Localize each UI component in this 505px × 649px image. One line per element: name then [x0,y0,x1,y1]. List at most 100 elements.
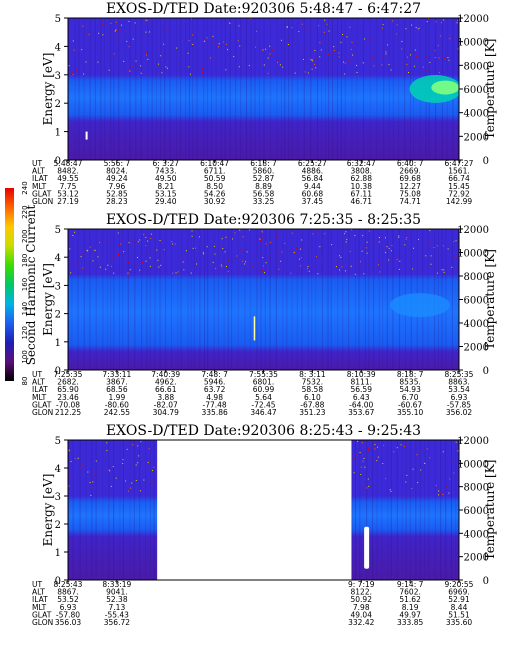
noise-speck [412,247,414,249]
noise-speck [344,73,346,75]
noise-speck [405,481,407,483]
noise-speck [202,252,204,254]
noise-speck [239,45,241,47]
noise-speck [120,24,122,26]
noise-speck [182,261,184,263]
orbit-cell: 335.86 [202,408,228,417]
noise-speck [93,473,95,475]
noise-speck [449,38,451,40]
noise-speck [390,490,392,492]
spectral-streak [113,440,115,580]
noise-speck [302,50,304,52]
noise-speck [442,19,444,21]
noise-speck [220,264,222,266]
noise-speck [360,261,362,263]
noise-speck [406,474,408,476]
spectral-streak [192,18,194,160]
noise-speck [82,463,84,465]
noise-speck [362,483,364,485]
noise-speck [128,20,130,22]
spectral-streak [133,440,135,580]
orbit-cell: 5860. [253,167,274,176]
noise-speck [381,55,383,57]
noise-speck [112,256,114,258]
noise-speck [167,253,169,255]
y-right-tick-label: 10000 [457,249,489,260]
noise-speck [159,240,161,242]
noise-speck [412,468,414,470]
noise-speck [89,246,91,248]
noise-speck [398,236,400,238]
orbit-cell: 8482. [57,167,78,176]
noise-speck [415,27,417,29]
spectral-streak [250,18,252,160]
orbit-cell: 5:48:47 [54,159,83,168]
spectral-streak [351,18,353,160]
noise-speck [127,273,129,275]
spectral-streak [321,18,323,160]
orbit-cell: 6969. [448,588,469,597]
noise-speck [339,269,341,271]
orbit-row-label: ILAT [32,385,48,394]
orbit-cell: 56.84 [302,174,324,183]
noise-speck [448,492,450,494]
noise-speck [72,235,74,237]
noise-speck [146,52,148,54]
noise-speck [128,46,130,48]
noise-speck [190,272,192,274]
noise-speck [426,21,428,23]
noise-speck [389,489,391,491]
noise-speck [422,66,424,68]
noise-speck [441,269,443,271]
y-right-tick-label: 8000 [464,483,489,494]
noise-speck [405,28,407,30]
y-right-tick-label: 0 [483,156,489,167]
noise-speck [260,240,262,242]
y-right-tick-label: 6000 [464,296,489,307]
noise-speck [117,244,119,246]
spectral-streak [154,229,156,370]
noise-speck [419,27,421,29]
y-right-tick-label: 6000 [464,85,489,96]
orbit-cell: 142.99 [446,197,472,206]
noise-speck [72,265,74,267]
noise-speck [150,238,152,240]
orbit-cell: 8.50 [206,182,223,191]
noise-speck [290,272,292,274]
y-tick-label: 0 [55,156,61,167]
noise-speck [150,21,152,23]
orbit-cell: 6:32:47 [347,159,376,168]
spectral-streak [291,18,293,160]
spectral-streak [149,229,151,370]
noise-speck [69,248,71,250]
noise-speck [451,266,453,268]
orbit-cell: 7:48: 7 [201,370,228,379]
spectral-streak [185,18,187,160]
orbit-cell: 46.71 [351,197,373,206]
noise-speck [139,239,141,241]
spectrogram-data [68,440,459,580]
noise-speck [174,230,176,232]
orbit-cell: 4886. [302,167,323,176]
noise-speck [287,43,289,45]
y-right-axis-label: Temperature [K] [483,460,497,561]
orbit-cell: 356.72 [104,618,130,627]
noise-speck [145,260,147,262]
noise-speck [127,490,129,492]
noise-speck [453,43,455,45]
orbit-cell: 8535. [399,378,420,387]
noise-speck [118,253,120,255]
noise-speck [300,248,302,250]
noise-speck [318,25,320,27]
spectral-streak [134,229,136,370]
noise-speck [391,244,393,246]
orbit-cell: 3808. [351,167,372,176]
noise-speck [239,229,241,231]
noise-speck [166,30,168,32]
noise-speck [278,60,280,62]
noise-speck [188,66,190,68]
noise-speck [226,236,228,238]
noise-speck [371,57,373,59]
noise-speck [308,270,310,272]
orbit-cell: 8867. [57,588,78,597]
